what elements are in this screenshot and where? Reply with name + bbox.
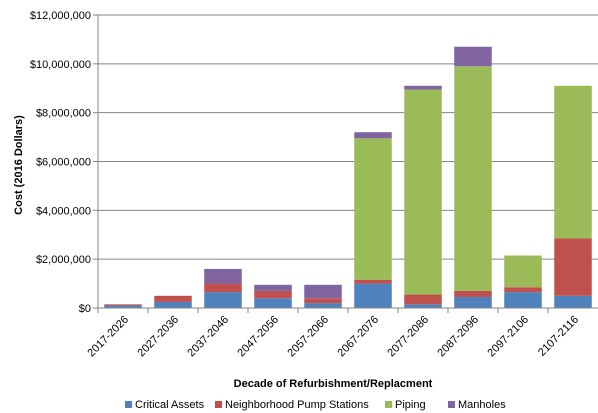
x-axis-title: Decade of Refurbishment/Replacment (234, 378, 433, 390)
bar-segment (104, 304, 142, 306)
bar-segment (204, 292, 242, 308)
bar-segment (454, 290, 492, 298)
y-tick-label: $2,000,000 (36, 254, 91, 266)
bar-segment (204, 283, 242, 293)
bar-segment (304, 284, 342, 299)
y-tick-label: $12,000,000 (30, 10, 91, 22)
x-tick-label: 2097-2106 (485, 314, 531, 360)
bar-segment (504, 287, 542, 293)
bar-segment (504, 255, 542, 288)
bar-segment (254, 290, 292, 299)
bar-segment (254, 298, 292, 308)
legend-label: Manholes (458, 399, 506, 411)
x-tick-label: 2047-2056 (235, 314, 281, 360)
y-tick-label: $8,000,000 (36, 108, 91, 120)
x-tick-label: 2067-2076 (335, 314, 381, 360)
bar-segment (354, 283, 392, 308)
y-tick-label: $6,000,000 (36, 157, 91, 169)
bar-segment (354, 138, 392, 280)
x-tick-label: 2077-2086 (385, 314, 431, 360)
legend-swatch (215, 401, 222, 408)
bar-segment (204, 268, 242, 284)
bar-segment (454, 46, 492, 67)
legend-label: Critical Assets (135, 399, 205, 411)
legend-swatch (448, 401, 455, 408)
bar-segment (404, 304, 442, 308)
x-tick-label: 2027-2036 (135, 314, 181, 360)
y-tick-label: $10,000,000 (30, 59, 91, 71)
bar-segment (504, 292, 542, 308)
bar-segment (304, 298, 342, 304)
legend-label: Neighborhood Pump Stations (225, 399, 369, 411)
legend-swatch (125, 401, 132, 408)
bar-segment (104, 305, 142, 308)
x-tick-label: 2057-2066 (285, 314, 331, 360)
x-tick-label: 2107-2116 (536, 314, 581, 359)
x-tick-label: 2087-2096 (435, 314, 481, 360)
bar-segment (454, 66, 492, 291)
legend: Critical Assets Neighborhood Pump Station… (125, 399, 506, 411)
bar-segment (254, 284, 292, 291)
bar-segment (154, 301, 192, 308)
bar-segment (554, 295, 592, 308)
bar-segment (554, 238, 592, 296)
x-axis-ticks: 2017-2026 2027-2036 2037-2046 2047-2056 2057… (85, 308, 581, 359)
bar-segment (554, 85, 592, 239)
bar-segment (354, 279, 392, 284)
legend-swatch (385, 401, 392, 408)
y-axis-title: Cost (2016 Dollars) (13, 115, 25, 215)
x-tick-label: 2017-2026 (85, 314, 131, 360)
bar-segment (404, 89, 442, 295)
y-tick-label: $0 (79, 303, 91, 315)
bars (104, 46, 592, 308)
bar-segment (354, 132, 392, 139)
bar-segment (454, 297, 492, 308)
bar-segment (154, 295, 192, 302)
gridlines (98, 14, 598, 260)
bar-segment (404, 294, 442, 305)
y-axis-ticks: $0 $2,000,000 $4,000,000 $6,000,000 $8,000,0… (30, 10, 98, 315)
bar-segment (304, 303, 342, 308)
y-tick-label: $4,000,000 (36, 205, 91, 217)
bar-segment (404, 85, 442, 90)
x-tick-label: 2037-2046 (185, 314, 231, 360)
legend-label: Piping (395, 399, 426, 411)
